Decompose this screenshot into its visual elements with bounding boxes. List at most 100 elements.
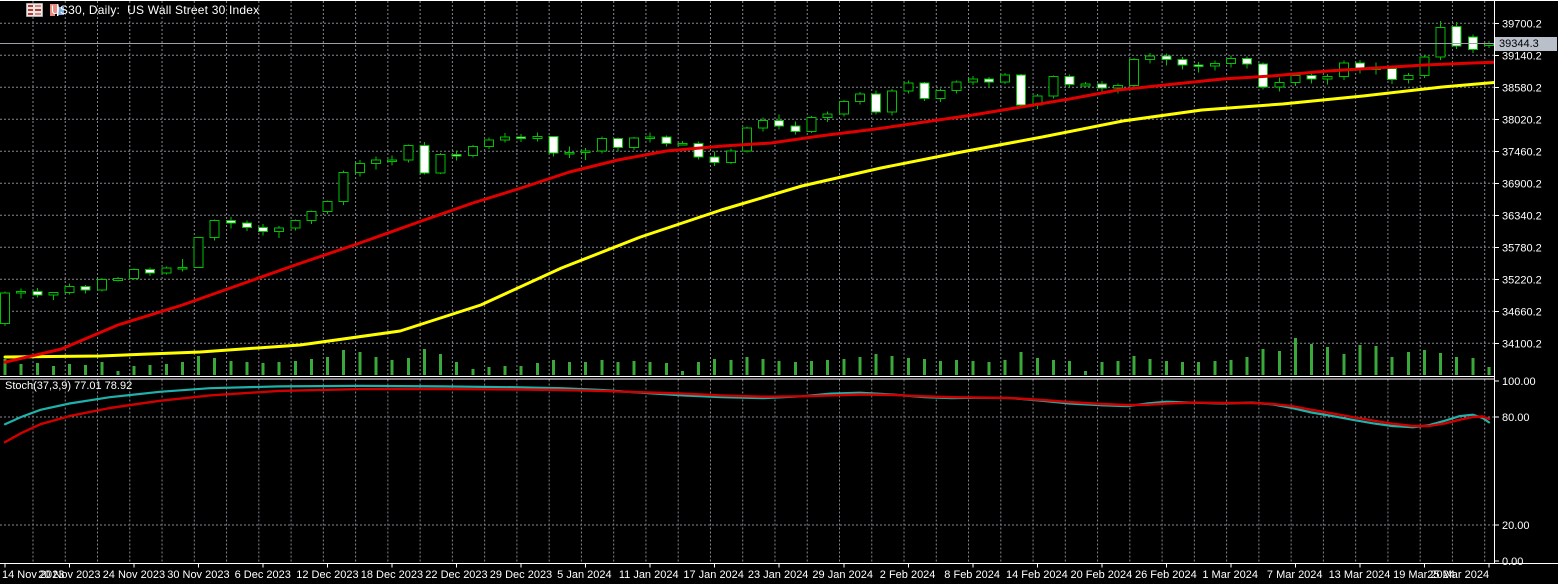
volume-bar xyxy=(1487,367,1491,375)
volume-bar xyxy=(487,367,491,375)
volume-bar xyxy=(1439,353,1443,375)
volume-bar xyxy=(858,357,862,375)
stoch-axis-label: 100.00 xyxy=(1502,376,1536,388)
volume-bar xyxy=(422,349,426,375)
bull-candle xyxy=(1145,55,1156,60)
volume-bar xyxy=(551,360,555,375)
bull-candle xyxy=(887,90,898,113)
volume-bar xyxy=(1390,357,1394,375)
bull-candle xyxy=(758,119,769,129)
volume-bar xyxy=(1164,361,1168,375)
bear-candle xyxy=(661,136,672,145)
bull-candle xyxy=(290,220,301,229)
volume-bar xyxy=(713,359,717,375)
volume-bar xyxy=(584,362,588,375)
volume-bar xyxy=(116,371,120,375)
bull-candle xyxy=(96,278,107,291)
bar-chart-icon[interactable] xyxy=(28,3,65,17)
volume-bar xyxy=(180,362,184,375)
bull-candle xyxy=(387,159,398,163)
price-axis-label: 34100.2 xyxy=(1502,338,1542,350)
date-axis-label: 11 Jan 2024 xyxy=(619,569,679,581)
date-axis-label: 24 Nov 2023 xyxy=(103,569,165,581)
bull-candle xyxy=(177,266,188,270)
bull-candle xyxy=(854,93,865,102)
chart-title: US30, Daily: US Wall Street 30 Index xyxy=(51,3,260,17)
volume-bar xyxy=(777,361,781,375)
bull-candle xyxy=(370,159,381,164)
bull-candle xyxy=(532,136,543,139)
date-axis-label: 29 Dec 2023 xyxy=(490,569,552,581)
bear-candle xyxy=(145,269,156,274)
stochastic-signal-line xyxy=(3,387,1491,444)
volume-bar xyxy=(229,361,233,375)
date-axis-label: 12 Dec 2023 xyxy=(296,569,358,581)
bull-candle xyxy=(193,237,204,268)
volume-bar xyxy=(1229,360,1233,375)
bear-candle xyxy=(1064,75,1075,86)
stochastic-main-line xyxy=(3,384,1491,429)
date-axis-label: 5 Jan 2024 xyxy=(557,569,611,581)
volume-bar xyxy=(245,362,249,375)
bull-candle xyxy=(838,100,849,115)
stochastic-indicator-label: Stoch(37,3,9) 77.01 78.92 xyxy=(5,380,133,392)
price-axis-label: 35220.2 xyxy=(1502,274,1542,286)
bear-candle xyxy=(983,78,994,83)
bear-candle xyxy=(871,93,882,113)
volume-bar xyxy=(616,362,620,375)
volume-bar xyxy=(680,371,684,375)
bull-candle xyxy=(1274,82,1285,88)
bull-candle xyxy=(129,269,140,280)
bull-candle xyxy=(500,136,511,141)
bear-candle xyxy=(1161,55,1172,60)
date-axis-label: 6 Dec 2023 xyxy=(235,569,291,581)
volume-bar xyxy=(955,360,959,375)
date-axis-label: 29 Jan 2024 xyxy=(812,569,873,581)
volume-bar xyxy=(326,357,330,375)
quotes-table-icon[interactable] xyxy=(5,2,44,18)
bull-candle xyxy=(48,291,59,296)
price-axis[interactable]: 39700.2 39140.2 38580.2 38020.2 37460.2 36900… xyxy=(1494,18,1542,568)
volume-bar xyxy=(697,362,701,375)
date-axis-label: 17 Jan 2024 xyxy=(683,569,744,581)
volume-bar xyxy=(213,358,217,375)
volume-bar xyxy=(1310,344,1314,375)
volume-bar xyxy=(826,360,830,375)
slow-moving-average-line xyxy=(3,81,1494,359)
volume-bar xyxy=(971,361,975,375)
date-axis-label: 23 Jan 2024 xyxy=(748,569,809,581)
bull-candle xyxy=(725,150,736,163)
bull-candle xyxy=(1129,58,1140,86)
volume-bar xyxy=(810,361,813,375)
volume-bar xyxy=(132,366,136,375)
bear-candle xyxy=(1306,74,1317,80)
grid-lines xyxy=(0,1,1494,376)
date-axis-label: 14 Nov 2023 xyxy=(2,569,64,581)
stochastic-panel[interactable] xyxy=(0,379,1494,563)
bear-candle xyxy=(790,125,801,133)
volume-bar xyxy=(1326,347,1330,375)
volume-bar xyxy=(1003,360,1007,375)
price-axis-label: 36340.2 xyxy=(1502,210,1542,222)
bull-candle xyxy=(467,145,478,157)
date-axis-label: 2 Feb 2024 xyxy=(880,569,936,581)
bull-candle xyxy=(306,211,317,222)
bear-candle xyxy=(32,290,43,296)
bear-candle xyxy=(919,82,930,100)
volume-bar xyxy=(1213,361,1217,375)
bull-candle xyxy=(274,227,285,233)
price-panel[interactable] xyxy=(0,1,1500,376)
volume-bar xyxy=(842,359,846,375)
volume-bar xyxy=(51,366,55,375)
volume-bar xyxy=(1261,349,1265,375)
chart-title-bar: US30, Daily: US Wall Street 30 Index xyxy=(5,2,260,18)
volume-bar xyxy=(1148,359,1152,375)
volume-bar xyxy=(1116,361,1120,375)
price-axis-label: 38580.2 xyxy=(1502,82,1542,94)
volume-bar xyxy=(1051,360,1055,375)
volume-bar xyxy=(1068,361,1072,375)
volume-bar xyxy=(84,365,88,375)
